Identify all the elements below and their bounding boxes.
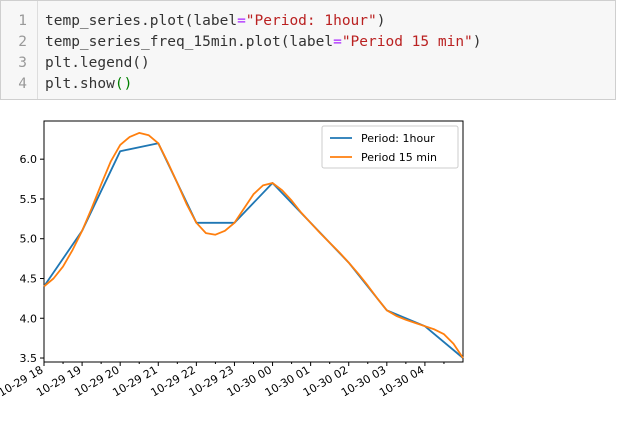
y-tick-label: 4.0: [20, 312, 38, 325]
y-tick-label: 4.5: [20, 272, 38, 285]
line-number-gutter: 1 2 3 4: [1, 1, 38, 99]
line-number: 2: [18, 34, 27, 50]
code-token: (): [114, 76, 133, 92]
code-token: temp_series_freq_15min.plot(label=: [45, 34, 342, 50]
code-token: "Period: 1hour": [245, 13, 377, 29]
legend-label: Period 15 min: [361, 151, 437, 164]
legend-label: Period: 1hour: [361, 132, 435, 145]
line-number: 4: [18, 76, 27, 92]
code-line[interactable]: plt.legend(): [45, 53, 150, 74]
code-line[interactable]: plt.show(): [45, 74, 132, 95]
y-tick-label: 5.0: [20, 233, 38, 246]
cell-output: 3.5 4.0 4.5 5.0 5.5 6.0 10-29 18 10-29 19 10-29 …: [0, 104, 618, 433]
y-tick-label: 6.0: [20, 153, 38, 166]
code-token: plt.legend(): [45, 55, 150, 71]
line-number: 1: [18, 13, 27, 29]
y-tick-label: 3.5: [20, 352, 38, 365]
code-token: ): [376, 13, 386, 29]
code-token: "Period 15 min": [341, 34, 473, 50]
code-cell[interactable]: 1 2 3 4 temp_series.plot(label="Period: …: [0, 0, 616, 100]
code-line[interactable]: temp_series.plot(label="Period: 1hour"): [45, 11, 385, 32]
code-line[interactable]: temp_series_freq_15min.plot(label="Perio…: [45, 32, 482, 53]
code-token: plt.show: [45, 76, 115, 92]
legend-box: [321, 125, 459, 169]
code-token: ): [472, 34, 482, 50]
series-line: [43, 142, 464, 359]
y-tick-label: 5.5: [20, 193, 38, 206]
line-number: 3: [18, 55, 27, 71]
series-line: [43, 132, 464, 359]
code-token: temp_series.plot(label=: [45, 13, 246, 29]
